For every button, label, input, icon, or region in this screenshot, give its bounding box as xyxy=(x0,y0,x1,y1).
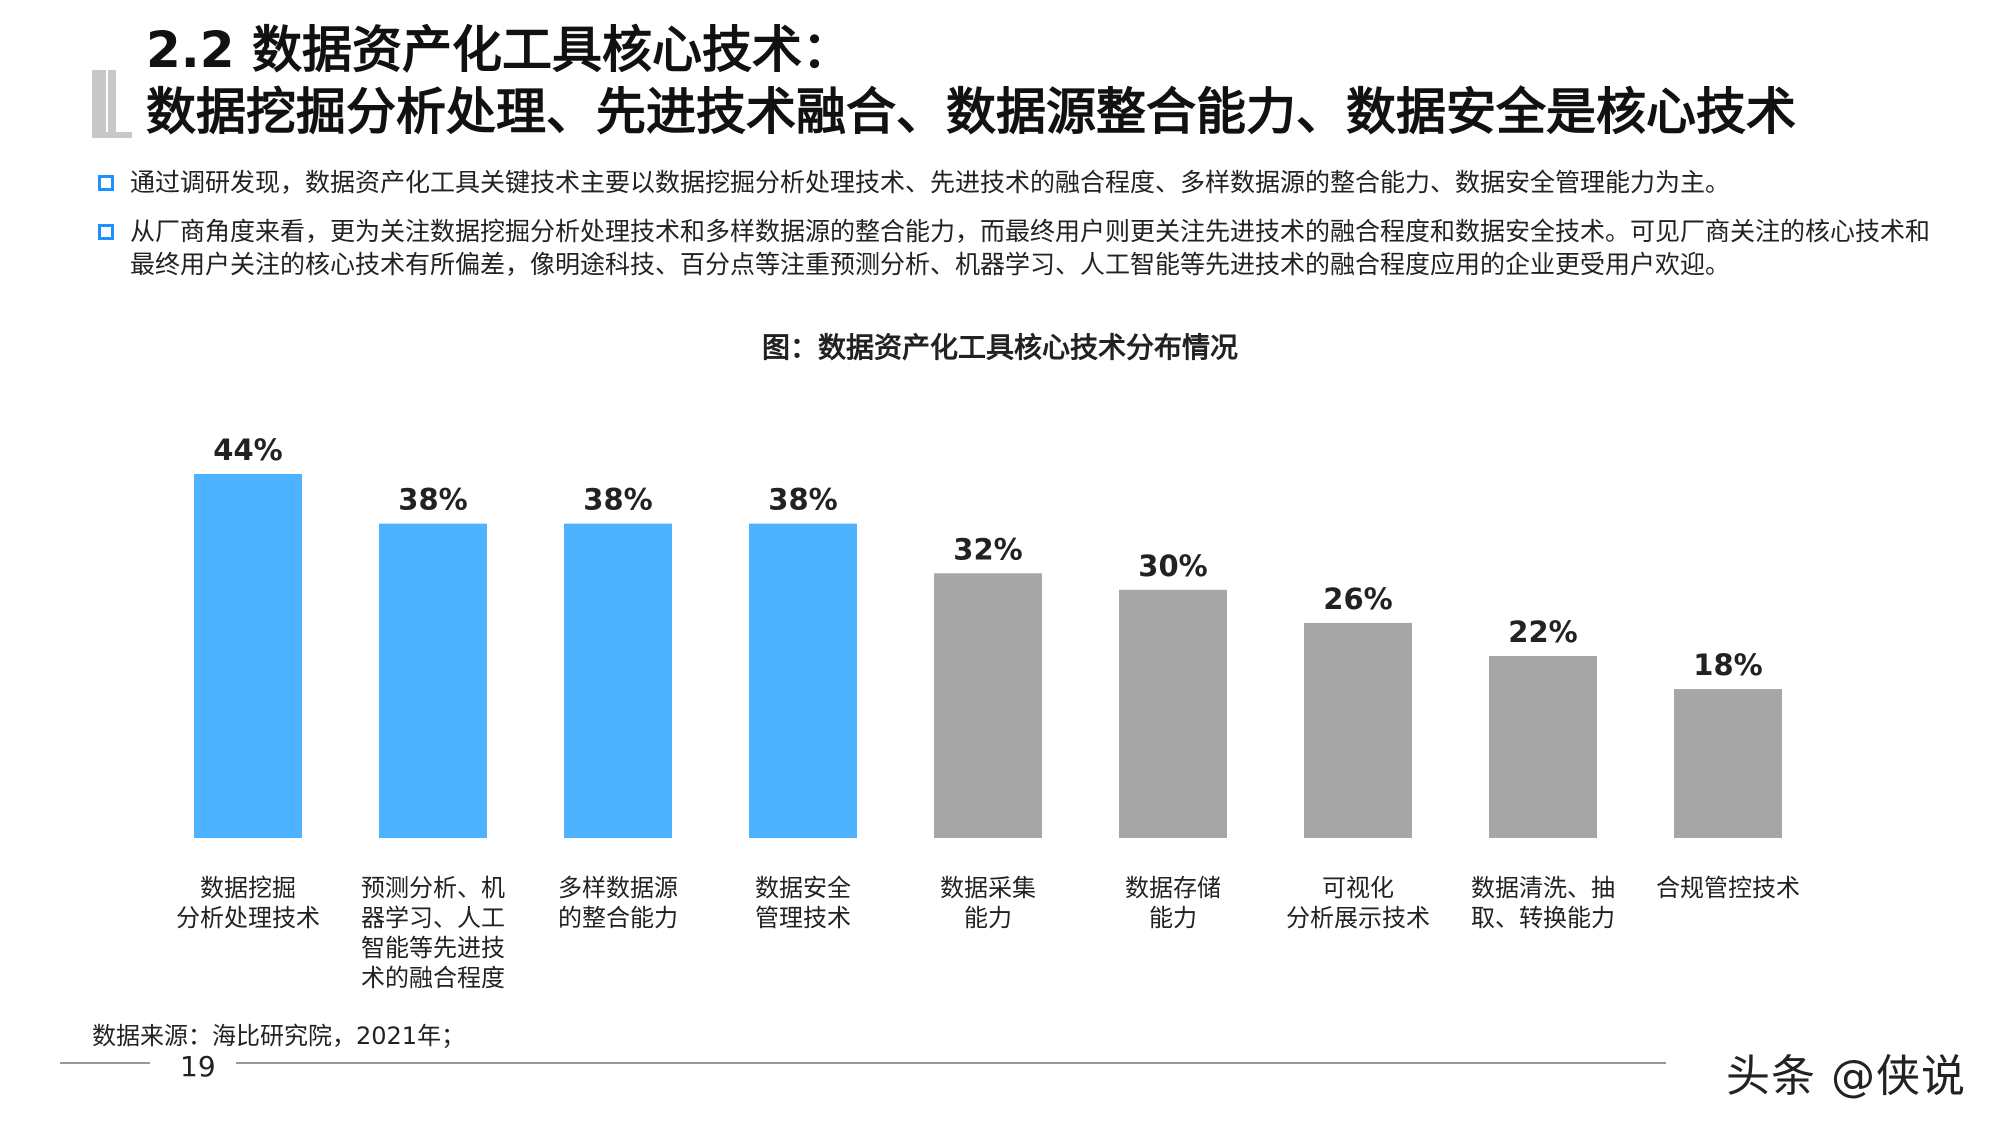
data-label: 38% xyxy=(398,483,467,517)
category-label: 可视化 xyxy=(1322,874,1394,902)
data-label: 38% xyxy=(768,483,837,517)
bar xyxy=(1489,656,1597,838)
data-label: 26% xyxy=(1323,582,1392,616)
title-decoration xyxy=(92,132,132,138)
square-bullet-icon xyxy=(98,224,114,240)
data-label: 32% xyxy=(953,532,1022,566)
category-label: 数据安全 xyxy=(755,874,851,902)
bullet-item: 从厂商角度来看，更为关注数据挖掘分析处理技术和多样数据源的整合能力，而最终用户则… xyxy=(98,215,1940,281)
watermark: 头条 @侠说 xyxy=(1726,1051,1966,1102)
category-label: 智能等先进技 xyxy=(361,934,505,962)
category-label: 分析展示技术 xyxy=(1286,904,1430,932)
category-label: 数据存储 xyxy=(1125,874,1221,902)
category-label: 数据采集 xyxy=(940,874,1036,902)
category-label: 合规管控技术 xyxy=(1656,874,1800,902)
bar xyxy=(379,523,487,838)
bullet-text: 通过调研发现，数据资产化工具关键技术主要以数据挖掘分析处理技术、先进技术的融合程… xyxy=(130,168,1731,197)
bar xyxy=(1304,622,1412,838)
bar xyxy=(564,523,672,838)
title-decoration xyxy=(92,70,106,138)
category-label: 数据清洗、抽 xyxy=(1471,874,1615,902)
category-label: 能力 xyxy=(1149,904,1197,932)
title-decoration xyxy=(108,70,116,138)
chart-title: 图：数据资产化工具核心技术分布情况 xyxy=(761,331,1238,364)
data-label: 38% xyxy=(583,483,652,517)
category-label: 术的融合程度 xyxy=(361,964,505,992)
data-source: 数据来源：海比研究院，2021年； xyxy=(92,1022,466,1050)
square-bullet-icon xyxy=(98,175,114,191)
footer-divider xyxy=(236,1062,1666,1064)
bar-chart: 44% 数据挖掘分析处理技术 38% 预测分析、机器学习、人工智能等先进技术的融合程度… xyxy=(176,433,1800,992)
category-label: 多样数据源 xyxy=(558,874,678,902)
bar xyxy=(1119,589,1227,838)
category-label: 取、转换能力 xyxy=(1471,904,1615,932)
page-number: 19 xyxy=(180,1050,216,1083)
bar xyxy=(749,523,857,838)
page-title: 2.2 数据资产化工具核心技术： xyxy=(146,21,852,79)
category-label: 的整合能力 xyxy=(558,904,678,932)
page-subtitle: 数据挖掘分析处理、先进技术融合、数据源整合能力、数据安全是核心技术 xyxy=(146,83,1796,141)
data-label: 30% xyxy=(1138,549,1207,583)
data-label: 44% xyxy=(213,433,282,467)
data-label: 18% xyxy=(1693,648,1762,682)
category-label: 预测分析、机 xyxy=(361,874,505,902)
category-label: 分析处理技术 xyxy=(176,904,320,932)
bullet-text: 从厂商角度来看，更为关注数据挖掘分析处理技术和多样数据源的整合能力，而最终用户则… xyxy=(130,217,1931,279)
bar xyxy=(1674,689,1782,838)
category-label: 管理技术 xyxy=(755,904,851,932)
category-label: 器学习、人工 xyxy=(361,904,505,932)
bar xyxy=(194,474,302,838)
bar xyxy=(934,573,1042,838)
category-label: 能力 xyxy=(964,904,1012,932)
category-label: 数据挖掘 xyxy=(200,874,296,902)
footer-divider xyxy=(60,1062,150,1064)
data-label: 22% xyxy=(1508,615,1577,649)
bullet-item: 通过调研发现，数据资产化工具关键技术主要以数据挖掘分析处理技术、先进技术的融合程… xyxy=(98,166,1940,199)
